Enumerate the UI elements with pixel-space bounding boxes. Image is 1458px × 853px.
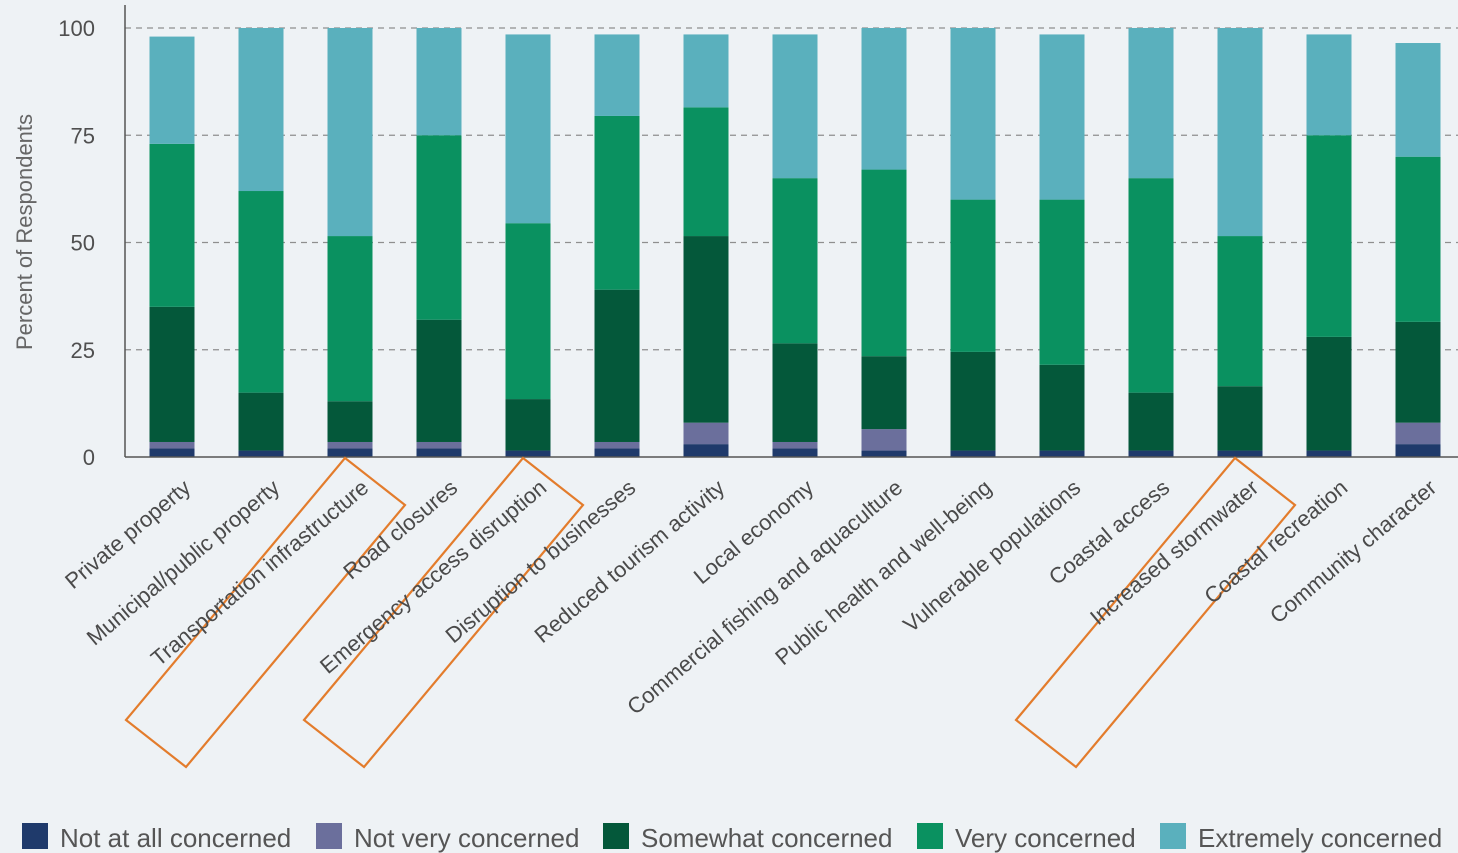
bar-public-health-and-well-being-extremely-concerned [950, 28, 996, 200]
bar-reduced-tourism-activity-somewhat-concerned [683, 236, 729, 423]
bar-private-property-extremely-concerned [149, 36, 195, 144]
x-tick-label-vulnerable-populations: Vulnerable populations [898, 475, 1085, 638]
bar-commercial-fishing-and-aquaculture-extremely-concerned [861, 28, 907, 170]
bar-vulnerable-populations-not-at-all-concerned [1039, 450, 1085, 457]
legend-label-extremely-concerned: Extremely concerned [1198, 823, 1442, 853]
y-tick-label-0: 0 [83, 445, 95, 470]
bar-transportation-infrastructure-not-at-all-concerned [327, 448, 373, 457]
highlight-box-increased-stormwater [1014, 456, 1297, 769]
bar-community-character-not-at-all-concerned [1395, 444, 1441, 457]
bar-commercial-fishing-and-aquaculture-somewhat-concerned [861, 356, 907, 430]
bar-commercial-fishing-and-aquaculture-not-very-concerned [861, 429, 907, 451]
bar-private-property-somewhat-concerned [149, 306, 195, 442]
bar-vulnerable-populations-somewhat-concerned [1039, 364, 1085, 451]
bar-increased-stormwater-very-concerned [1217, 236, 1263, 387]
bar-transportation-infrastructure-very-concerned [327, 236, 373, 402]
bar-road-closures-not-very-concerned [416, 441, 462, 449]
bar-disruption-to-businesses-not-very-concerned [594, 441, 640, 449]
highlight-box-transportation-infrastructure [124, 456, 407, 769]
bar-local-economy-very-concerned [772, 178, 818, 344]
y-tick-label-100: 100 [58, 16, 95, 41]
bar-community-character-somewhat-concerned [1395, 321, 1441, 423]
bar-transportation-infrastructure-not-very-concerned [327, 441, 373, 449]
bar-community-character-not-very-concerned [1395, 422, 1441, 445]
legend-swatch-very-concerned [917, 823, 943, 849]
x-tick-label-community-character: Community character [1265, 475, 1441, 629]
bar-municipal-public-property-extremely-concerned [238, 28, 284, 192]
legend-swatch-somewhat-concerned [603, 823, 629, 849]
bar-public-health-and-well-being-somewhat-concerned [950, 351, 996, 451]
bar-reduced-tourism-activity-not-at-all-concerned [683, 444, 729, 457]
bar-vulnerable-populations-extremely-concerned [1039, 34, 1085, 200]
bar-increased-stormwater-not-at-all-concerned [1217, 450, 1263, 457]
bar-disruption-to-businesses-not-at-all-concerned [594, 448, 640, 457]
bar-coastal-recreation-extremely-concerned [1306, 34, 1352, 136]
legend-swatch-not-very-concerned [316, 823, 342, 849]
bar-vulnerable-populations-very-concerned [1039, 199, 1085, 365]
bar-emergency-access-disruption-somewhat-concerned [505, 399, 551, 451]
y-tick-label-25: 25 [71, 338, 95, 363]
bar-disruption-to-businesses-extremely-concerned [594, 34, 640, 116]
x-tick-label-increased-stormwater: Increased stormwater [1085, 475, 1263, 630]
y-axis-title: Percent of Respondents [12, 114, 37, 350]
bar-transportation-infrastructure-extremely-concerned [327, 28, 373, 237]
legend-label-very-concerned: Very concerned [955, 823, 1136, 853]
bar-emergency-access-disruption-not-at-all-concerned [505, 450, 551, 457]
bar-road-closures-somewhat-concerned [416, 319, 462, 442]
bar-reduced-tourism-activity-extremely-concerned [683, 34, 729, 108]
bar-road-closures-extremely-concerned [416, 28, 462, 136]
legend-swatch-not-at-all-concerned [22, 823, 48, 849]
bar-local-economy-extremely-concerned [772, 34, 818, 179]
bar-private-property-not-at-all-concerned [149, 448, 195, 457]
bar-local-economy-not-very-concerned [772, 441, 818, 449]
bar-public-health-and-well-being-not-at-all-concerned [950, 450, 996, 457]
legend: Not at all concerned Not very concerned So… [22, 823, 1442, 853]
bar-coastal-access-very-concerned [1128, 178, 1174, 393]
bar-municipal-public-property-somewhat-concerned [238, 392, 284, 451]
bar-emergency-access-disruption-very-concerned [505, 223, 551, 400]
y-tick-label-75: 75 [71, 123, 95, 148]
bar-road-closures-not-at-all-concerned [416, 448, 462, 457]
bar-road-closures-very-concerned [416, 135, 462, 320]
bar-disruption-to-businesses-very-concerned [594, 115, 640, 290]
bar-emergency-access-disruption-extremely-concerned [505, 34, 551, 224]
legend-swatch-extremely-concerned [1160, 823, 1186, 849]
bar-private-property-very-concerned [149, 143, 195, 307]
bar-coastal-access-extremely-concerned [1128, 28, 1174, 179]
bar-community-character-very-concerned [1395, 156, 1441, 322]
bar-reduced-tourism-activity-not-very-concerned [683, 422, 729, 445]
bar-disruption-to-businesses-somewhat-concerned [594, 289, 640, 442]
bar-reduced-tourism-activity-very-concerned [683, 107, 729, 237]
y-tick-label-50: 50 [71, 231, 95, 256]
bar-private-property-not-very-concerned [149, 441, 195, 449]
bars [149, 28, 1441, 457]
bar-increased-stormwater-extremely-concerned [1217, 28, 1263, 237]
bar-coastal-access-somewhat-concerned [1128, 392, 1174, 451]
bar-public-health-and-well-being-very-concerned [950, 199, 996, 352]
bar-coastal-recreation-somewhat-concerned [1306, 336, 1352, 451]
highlight-box-emergency-access-disruption [302, 456, 585, 769]
bar-community-character-extremely-concerned [1395, 43, 1441, 157]
legend-label-not-at-all-concerned: Not at all concerned [60, 823, 291, 853]
bar-local-economy-somewhat-concerned [772, 343, 818, 442]
legend-label-somewhat-concerned: Somewhat concerned [641, 823, 892, 853]
bar-commercial-fishing-and-aquaculture-very-concerned [861, 169, 907, 357]
bar-transportation-infrastructure-somewhat-concerned [327, 401, 373, 442]
bar-coastal-recreation-very-concerned [1306, 135, 1352, 337]
bar-increased-stormwater-somewhat-concerned [1217, 386, 1263, 451]
axes: 0 25 50 75 100 Percent of Respondents [12, 5, 1458, 470]
bar-municipal-public-property-not-at-all-concerned [238, 450, 284, 457]
legend-label-not-very-concerned: Not very concerned [354, 823, 579, 853]
highlight-boxes [124, 456, 1297, 769]
bar-coastal-recreation-not-at-all-concerned [1306, 450, 1352, 457]
bar-coastal-access-not-at-all-concerned [1128, 450, 1174, 457]
bar-commercial-fishing-and-aquaculture-not-at-all-concerned [861, 450, 907, 457]
bar-municipal-public-property-very-concerned [238, 191, 284, 393]
bar-local-economy-not-at-all-concerned [772, 448, 818, 457]
